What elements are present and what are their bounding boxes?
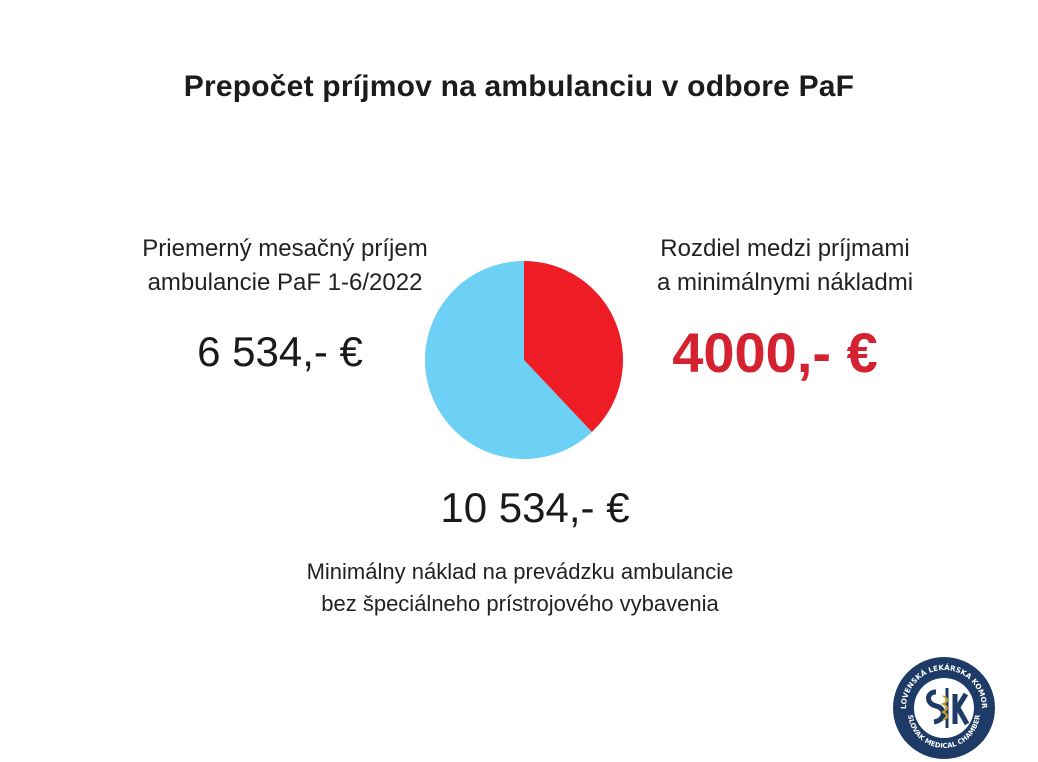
difference-label-line1: Rozdiel medzi príjmami [660, 235, 910, 262]
pie-slice-0 [424, 261, 592, 459]
chamber-logo-seal: SLOVENSKÁ LEKÁRSKA KOMORA SLOVAK MEDICAL… [892, 656, 995, 759]
logo-monogram-icon [926, 688, 970, 728]
average-income-value: 6 534,- € [197, 328, 363, 375]
pie-slice-1 [524, 261, 623, 433]
logo-inner-ring [914, 678, 974, 738]
pie-chart [424, 261, 623, 459]
minimum-cost-value: 10 534,- € [440, 484, 630, 531]
minimum-cost-label-line2: bez špeciálneho prístrojového vybavenia [321, 591, 719, 616]
difference-label: Rozdiel medzi príjmami a minimálnymi nák… [590, 232, 980, 300]
average-income-label-line1: Priemerný mesačný príjem [142, 235, 428, 262]
minimum-cost-label-line1: Minimálny náklad na prevádzku ambulancie [306, 559, 734, 584]
average-income-label-line2: ambulancie PaF 1-6/2022 [147, 269, 423, 296]
minimum-cost-label: Minimálny náklad na prevádzku ambulancie… [0, 556, 1038, 620]
difference-label-line2: a minimálnymi nákladmi [656, 269, 914, 296]
page-title: Prepočet príjmov na ambulanciu v odbore … [183, 70, 855, 103]
difference-value: 4000,- € [672, 321, 878, 384]
average-income-label: Priemerný mesačný príjem ambulancie PaF … [95, 232, 475, 300]
